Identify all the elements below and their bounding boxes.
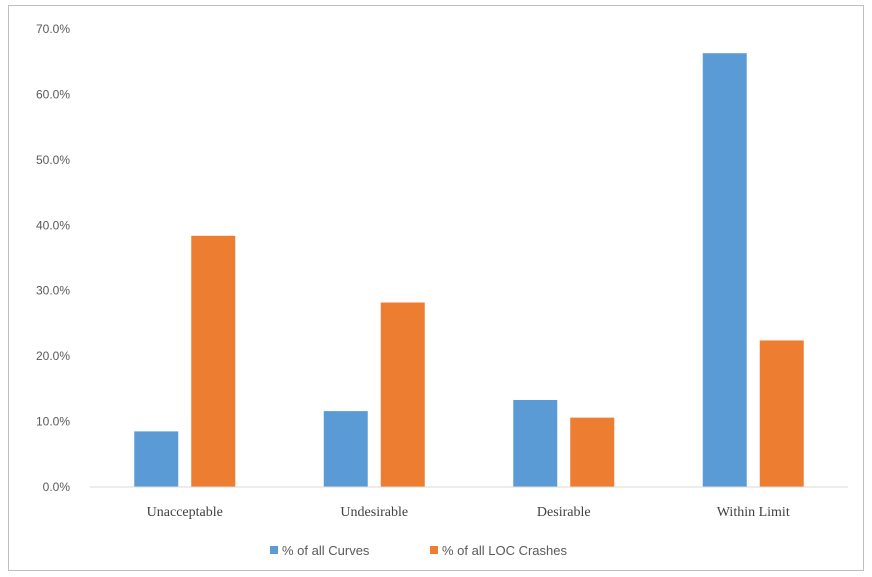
x-category-label: Unacceptable [147, 505, 223, 520]
y-tick-label: 10.0% [36, 415, 70, 429]
bar-curves-0 [134, 431, 179, 487]
y-tick-label: 50.0% [36, 153, 70, 167]
bar-loc-crashes-3 [759, 340, 804, 487]
y-axis-tick-labels: 0.0% 10.0% 20.0% 30.0% 40.0% 50.0% 60.0% 70.0% [36, 22, 70, 494]
bars [134, 53, 804, 488]
x-category-label: Desirable [537, 505, 591, 520]
bar-curves-3 [702, 53, 747, 488]
y-tick-label: 0.0% [43, 480, 71, 494]
legend-swatch-1 [430, 546, 438, 554]
legend-label-0: % of all Curves [282, 543, 370, 558]
bar-loc-crashes-1 [380, 302, 425, 487]
y-tick-label: 20.0% [36, 349, 70, 363]
legend-label-1: % of all LOC Crashes [442, 543, 567, 558]
x-category-label: Undesirable [340, 505, 408, 520]
legend-swatch-0 [270, 546, 278, 554]
bar-curves-1 [323, 411, 368, 487]
bar-loc-crashes-0 [191, 235, 236, 487]
y-tick-label: 40.0% [36, 218, 70, 232]
legend: % of all Curves % of all LOC Crashes [270, 543, 567, 558]
y-tick-label: 60.0% [36, 87, 70, 101]
bar-loc-crashes-2 [570, 417, 615, 487]
x-axis-category-labels: Unacceptable Undesirable Desirable Within L… [147, 505, 790, 520]
bar-curves-2 [513, 399, 558, 487]
y-tick-label: 70.0% [36, 22, 70, 36]
x-category-label: Within Limit [717, 505, 790, 520]
y-tick-label: 30.0% [36, 284, 70, 298]
